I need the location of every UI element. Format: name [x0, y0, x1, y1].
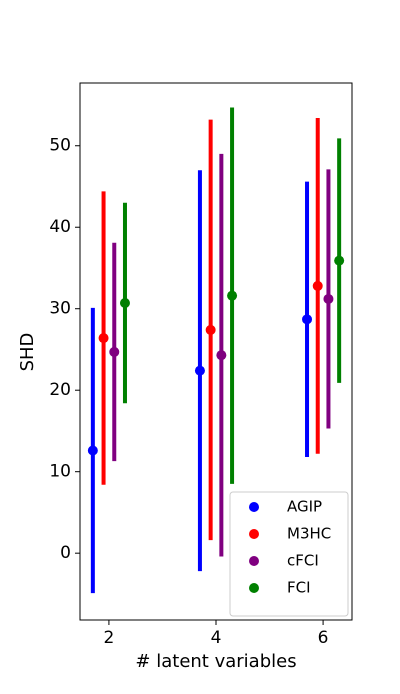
- point: [227, 290, 238, 301]
- legend-label: M3HC: [287, 525, 331, 543]
- point: [312, 280, 323, 291]
- y-tick-label: 0: [60, 543, 71, 563]
- point: [323, 293, 334, 304]
- legend-label: cFCI: [287, 552, 319, 570]
- plot-frame: [79, 82, 353, 621]
- point: [302, 314, 313, 325]
- y-tick-label: 40: [49, 217, 71, 237]
- x-tick-label: 2: [103, 628, 114, 648]
- point: [98, 333, 109, 344]
- legend-box: [229, 491, 349, 617]
- legend-label: AGIP: [287, 498, 322, 516]
- point: [109, 346, 120, 357]
- point: [87, 445, 98, 456]
- legend-marker: [249, 529, 259, 539]
- point: [119, 298, 130, 309]
- y-tick-label: 50: [49, 136, 71, 156]
- x-tick-label: 4: [211, 628, 222, 648]
- legend-label: FCI: [287, 579, 311, 597]
- y-tick-label: 20: [49, 380, 71, 400]
- legend-marker: [249, 502, 259, 512]
- point: [334, 255, 345, 266]
- legend-marker: [249, 583, 259, 593]
- y-tick-label: 10: [49, 462, 71, 482]
- y-axis-label: SHD: [17, 333, 38, 372]
- point: [205, 324, 216, 335]
- point: [216, 350, 227, 361]
- x-axis-label: # latent variables: [135, 651, 296, 672]
- point: [194, 365, 205, 376]
- x-tick-label: 6: [318, 628, 329, 648]
- legend-marker: [249, 556, 259, 566]
- legend: AGIP M3HC cFCI FCI: [229, 491, 349, 617]
- y-tick-label: 30: [49, 299, 71, 319]
